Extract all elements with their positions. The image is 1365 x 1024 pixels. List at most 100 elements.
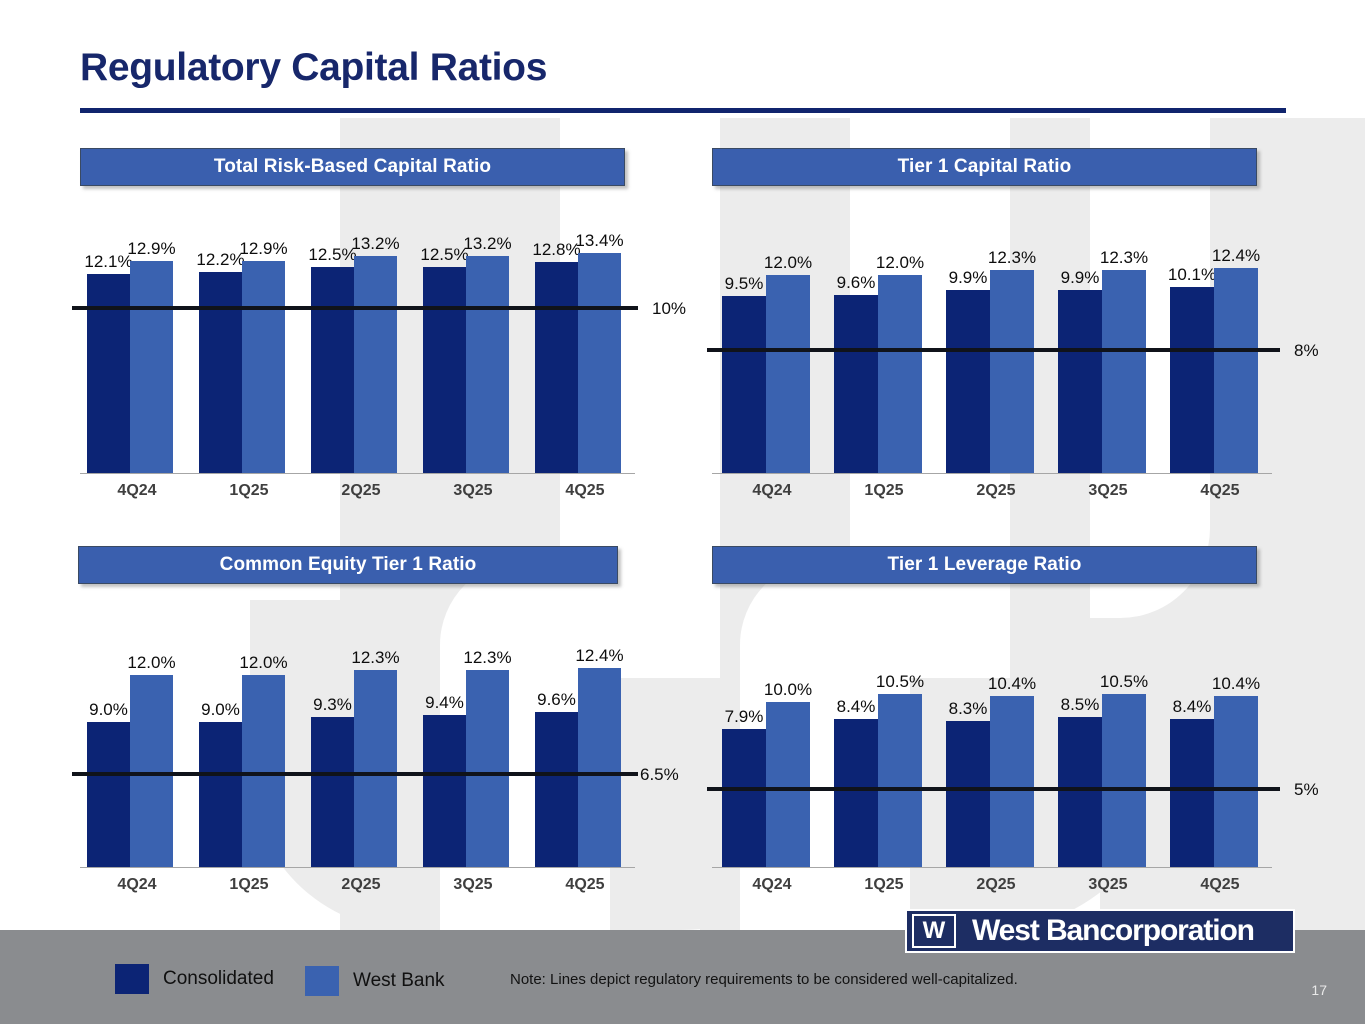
bar-consolidated: 9.6%: [535, 690, 578, 867]
chart-plot-tier1-capital: 9.5% 12.0% 9.6% 12.0% 9.9% 12.3% 9.9%: [707, 246, 1319, 474]
x-tick-label: 4Q24: [117, 482, 157, 499]
x-axis-line: [712, 867, 1272, 868]
x-tick-label: 3Q25: [1088, 876, 1128, 893]
bar-consolidated: 8.4%: [834, 697, 878, 867]
chart-header-leverage: Tier 1 Leverage Ratio: [712, 546, 1257, 584]
bar-value-label: 8.4%: [836, 697, 876, 716]
footnote: Note: Lines depict regulatory requiremen…: [510, 971, 1018, 988]
bar-value-label: 12.0%: [763, 253, 813, 272]
bar-value-label: 12.5%: [308, 245, 357, 264]
bar-group: 10.1% 12.4%: [1167, 246, 1270, 473]
bar-group: 9.0% 12.0%: [199, 639, 299, 867]
bar-value-label: 8.5%: [1060, 695, 1100, 714]
x-tick-label: 2Q25: [341, 482, 381, 499]
legend-swatch-consolidated: [115, 964, 149, 994]
bar-group: 8.4% 10.5%: [834, 664, 934, 867]
chart-header-total-risk-based: Total Risk-Based Capital Ratio: [80, 148, 625, 186]
bar-value-label: 8.3%: [948, 699, 988, 718]
chart-panel-leverage: Tier 1 Leverage Ratio: [712, 546, 1257, 584]
legend-label: Consolidated: [163, 968, 274, 989]
chart-panel-total-risk-based: Total Risk-Based Capital Ratio: [80, 148, 625, 186]
bar-west-bank: 12.9%: [127, 239, 176, 473]
bar-value-label: 10.0%: [763, 680, 813, 699]
x-tick-label: 3Q25: [453, 482, 493, 499]
bar-value-label: 12.8%: [532, 240, 581, 259]
bar-west-bank: 12.4%: [1212, 246, 1260, 473]
bar-value-label: 9.9%: [948, 268, 988, 287]
legend-label: West Bank: [353, 970, 445, 991]
chart-header-cet1: Common Equity Tier 1 Ratio: [78, 546, 618, 584]
threshold-label: 8%: [1294, 341, 1319, 360]
bar-west-bank: 10.5%: [1100, 672, 1148, 867]
legend-swatch-west-bank: [305, 966, 339, 996]
x-tick-label: 4Q25: [565, 482, 605, 499]
bar-consolidated: 9.4%: [423, 693, 466, 867]
bar-group: 9.6% 12.0%: [834, 247, 934, 473]
bar-west-bank: 12.3%: [351, 648, 400, 867]
bar-value-label: 12.3%: [1099, 248, 1149, 267]
chart-title: Tier 1 Leverage Ratio: [887, 554, 1082, 575]
bar-consolidated: 12.5%: [308, 245, 357, 473]
bar-west-bank: 12.4%: [575, 646, 624, 867]
bar-value-label: 12.9%: [239, 239, 288, 258]
bar-value-label: 9.3%: [313, 695, 352, 714]
bar-consolidated: 8.3%: [946, 699, 990, 867]
bar-west-bank: 12.0%: [764, 253, 812, 473]
x-axis-labels-total-risk-based: 4Q24 1Q25 2Q25 3Q25 4Q25: [87, 482, 635, 500]
bar-group: 12.8% 13.4%: [532, 221, 635, 473]
bar-group: 12.5% 13.2%: [420, 221, 523, 473]
x-tick-label: 4Q24: [117, 876, 157, 893]
x-tick-label: 4Q24: [752, 876, 792, 893]
bar-value-label: 12.3%: [463, 648, 512, 667]
chart-title: Common Equity Tier 1 Ratio: [219, 554, 477, 575]
threshold-line: [707, 348, 1280, 352]
bar-group: 12.1% 12.9%: [84, 221, 187, 473]
bar-value-label: 10.4%: [987, 674, 1037, 693]
bar-value-label: 9.4%: [425, 693, 464, 712]
bar-value-label: 9.5%: [724, 274, 764, 293]
bar-value-label: 13.4%: [575, 231, 624, 250]
x-tick-label: 1Q25: [864, 876, 904, 893]
bar-group: 9.4% 12.3%: [423, 639, 523, 867]
x-tick-label: 1Q25: [864, 482, 904, 499]
bar-group: 12.2% 12.9%: [196, 221, 299, 473]
bar-consolidated: 12.1%: [84, 252, 133, 473]
bar-group: 9.6% 12.4%: [535, 639, 635, 867]
title-underline: [80, 108, 1286, 113]
bar-consolidated: 7.9%: [722, 707, 766, 867]
x-axis-line: [80, 473, 635, 474]
bar-consolidated: 8.5%: [1058, 695, 1102, 867]
x-tick-label: 3Q25: [1088, 482, 1128, 499]
bar-group: 9.9% 12.3%: [1058, 247, 1158, 473]
bar-group: 8.4% 10.4%: [1170, 664, 1270, 867]
bar-consolidated: 12.8%: [532, 240, 581, 473]
bar-value-label: 9.6%: [836, 273, 876, 292]
x-tick-label: 4Q25: [1200, 482, 1240, 499]
bar-value-label: 12.5%: [420, 245, 469, 264]
logo-wordmark: West Bancorporation: [972, 914, 1255, 947]
bar-value-label: 10.1%: [1167, 265, 1217, 284]
threshold-label: 6.5%: [640, 765, 679, 784]
bar-consolidated: 12.5%: [420, 245, 469, 473]
bar-consolidated: 12.2%: [196, 250, 245, 473]
bar-value-label: 12.4%: [1211, 246, 1261, 265]
bar-west-bank: 12.3%: [1100, 248, 1148, 473]
bar-group: 7.9% 10.0%: [722, 664, 822, 867]
threshold-line: [72, 306, 638, 310]
chart-title: Tier 1 Capital Ratio: [897, 156, 1072, 177]
bar-value-label: 9.9%: [1060, 268, 1100, 287]
threshold-label: 5%: [1294, 780, 1319, 799]
bar-west-bank: 12.9%: [239, 239, 288, 473]
x-tick-label: 2Q25: [341, 876, 381, 893]
bar-west-bank: 12.0%: [127, 653, 176, 867]
bar-consolidated: 9.5%: [722, 274, 766, 473]
chart-title: Total Risk-Based Capital Ratio: [213, 156, 492, 177]
page-number: 17: [1311, 982, 1327, 998]
x-axis-labels-tier1-capital: 4Q24 1Q25 2Q25 3Q25 4Q25: [722, 482, 1270, 500]
bar-value-label: 8.4%: [1172, 697, 1212, 716]
x-tick-label: 3Q25: [453, 876, 493, 893]
x-axis-line: [712, 473, 1272, 474]
bar-group: 12.5% 13.2%: [308, 221, 411, 473]
bar-value-label: 12.3%: [987, 248, 1037, 267]
